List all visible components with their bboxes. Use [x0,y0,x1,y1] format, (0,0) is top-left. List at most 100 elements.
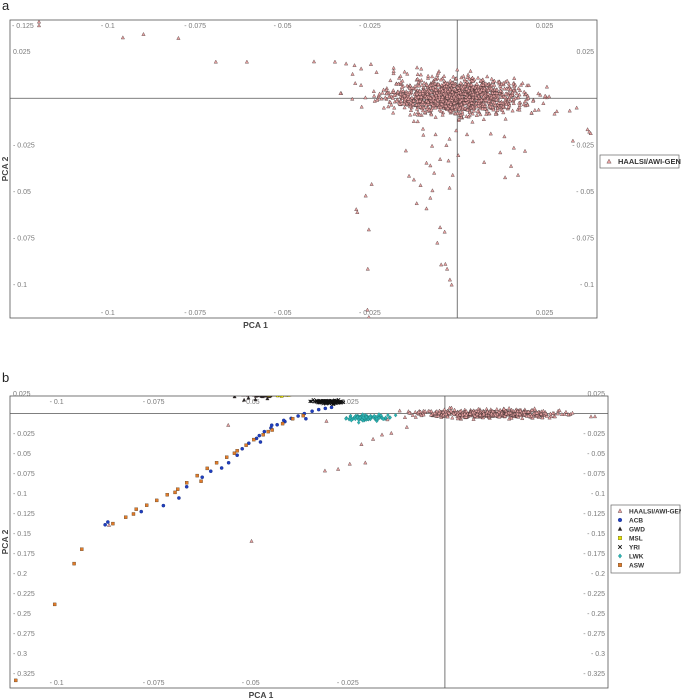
data-point [261,433,265,437]
data-point [478,412,483,417]
data-point [200,475,204,479]
x-tick-label-bottom: - 0.05 [242,680,260,687]
data-point [413,414,418,419]
data-point [505,78,510,83]
data-point [274,392,277,395]
data-point [498,88,503,93]
data-point [333,398,337,403]
data-point [448,108,453,113]
data-point [364,415,369,420]
data-point [257,390,260,393]
data-point [512,84,517,89]
series-acb [103,405,334,527]
data-point [441,409,446,414]
data-point [411,98,416,103]
data-point [295,391,298,394]
data-point [273,391,276,394]
data-point [165,493,169,497]
data-point [449,105,454,110]
data-point [500,108,505,112]
data-point [458,409,463,413]
data-point [274,391,277,394]
data-point [269,392,272,395]
data-point [398,92,403,96]
data-point [439,96,444,101]
data-point [251,391,254,394]
data-point [416,80,421,84]
data-point [242,391,245,394]
data-point [267,392,270,395]
data-point [248,389,251,392]
data-point [516,95,521,100]
x-tick-label-corner: - 0.125 [12,23,34,30]
data-point [363,460,368,465]
y-tick-label-right: - 0.3 [591,651,605,658]
x-tick-label-bottom: - 0.075 [143,680,165,687]
data-point [243,392,246,395]
data-point [244,443,248,447]
data-point [437,94,442,99]
data-point [283,392,286,395]
data-point [562,411,567,416]
data-point [176,35,181,40]
data-point [398,73,403,78]
data-point [481,102,486,106]
data-point [467,109,472,114]
data-point [435,97,440,102]
data-point [495,108,500,112]
data-point [408,108,413,112]
data-point [510,90,515,95]
data-point [281,393,284,396]
data-point [416,83,421,88]
data-point [523,91,528,96]
data-point [273,391,276,394]
data-point [232,451,237,455]
data-point [444,103,449,108]
data-point [475,411,480,416]
data-point [463,106,468,110]
data-point [459,115,464,119]
data-point [443,87,448,92]
data-point [442,407,447,412]
data-point [249,392,252,395]
data-point [260,391,263,394]
data-point [503,175,508,180]
data-point [478,78,483,83]
data-point [266,429,270,434]
data-point [499,411,504,416]
data-point [251,392,254,395]
data-point [340,399,344,404]
data-point [286,392,289,395]
data-point [402,415,407,419]
data-point [570,138,575,143]
data-point [244,396,249,397]
data-point [324,418,329,423]
data-point [470,410,475,415]
data-point [437,87,442,91]
legend-item: HAALSI/AWI-GEN [617,508,681,516]
data-point [80,547,84,551]
legend-label: HAALSI/AWI-GEN [629,509,681,516]
data-point [431,95,436,100]
data-point [371,89,376,93]
legend-label: HAALSI/AWI-GEN [618,157,681,166]
data-point [444,93,449,98]
data-point [344,416,348,421]
data-point [476,409,481,413]
data-point [552,111,557,116]
data-point [428,195,433,200]
data-point [424,82,429,87]
data-point [176,487,180,491]
data-point [323,406,328,411]
data-point [490,105,495,109]
data-point [285,393,288,396]
data-point [438,105,443,109]
data-point [458,80,463,85]
data-point [536,91,541,96]
data-point [418,104,423,109]
data-point [161,503,166,508]
data-point [258,440,263,444]
data-point [488,104,493,109]
data-point [428,90,433,94]
data-point [540,415,545,420]
